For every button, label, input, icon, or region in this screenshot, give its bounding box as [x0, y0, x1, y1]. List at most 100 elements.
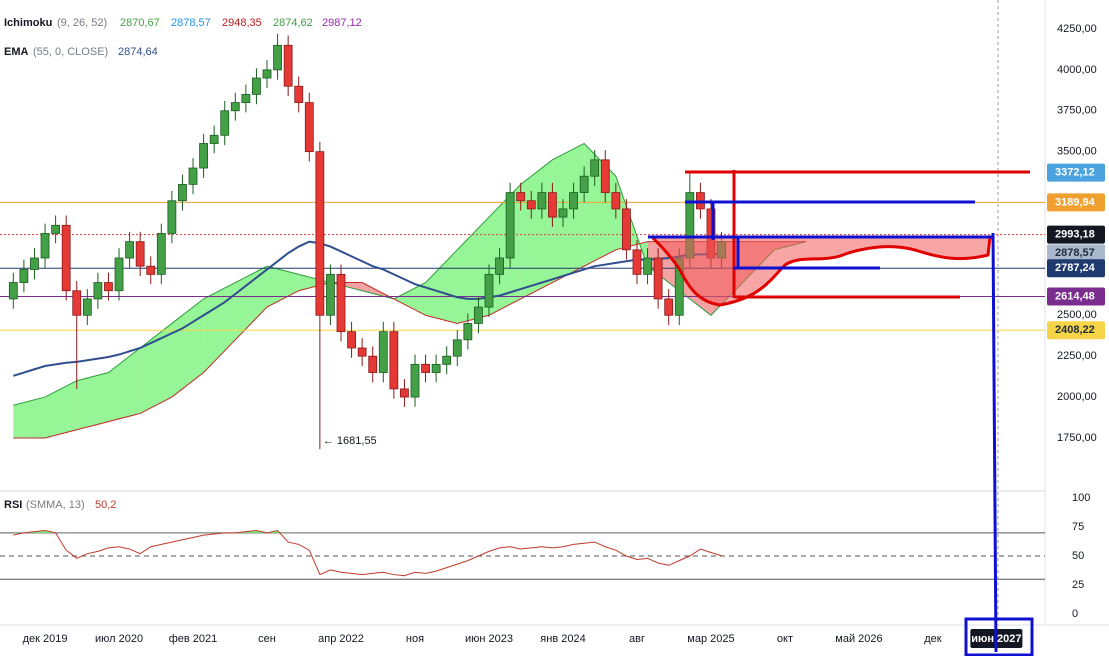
x-tick-label: авг — [629, 633, 645, 645]
y-tick-label: 4250,00 — [1057, 23, 1097, 35]
candle-body — [167, 200, 177, 234]
y-tick-label: 3750,00 — [1057, 105, 1097, 117]
blue-box — [964, 617, 1034, 656]
candle-body — [72, 290, 82, 316]
cloud-fill — [171, 298, 204, 398]
cloud-fill — [13, 397, 46, 438]
x-tick-label: окт — [777, 633, 793, 645]
candle-body — [30, 257, 39, 270]
candle-body — [643, 257, 652, 275]
candle-body — [315, 151, 325, 316]
candle-body — [558, 208, 568, 218]
candle-body — [347, 331, 356, 349]
rsi-line — [13, 529, 722, 577]
candle-body — [484, 273, 494, 308]
candle-body — [410, 363, 420, 398]
x-tick-label: сен — [258, 633, 276, 645]
legend-value: 2870,67 — [120, 17, 160, 29]
candle-body — [230, 102, 240, 112]
candle-body — [326, 273, 335, 316]
candle-body — [600, 159, 610, 193]
candle-body — [178, 183, 187, 202]
price-label-bg — [1047, 163, 1105, 182]
legend-params: (SMMA, 13) — [26, 499, 85, 511]
candle-body — [569, 192, 578, 210]
cloud-fill — [76, 372, 109, 430]
candle-body — [262, 69, 272, 79]
x-tick-label: июл 2020 — [95, 633, 143, 645]
cloud-fill — [393, 282, 426, 316]
candle-body — [505, 192, 515, 259]
rsi-tick-label: 75 — [1072, 521, 1084, 533]
candle-body — [114, 257, 124, 292]
rsi-tick-label: 50 — [1072, 550, 1084, 562]
x-tick-label: май 2026 — [835, 633, 882, 645]
candle-body — [220, 110, 230, 136]
price-label: 3189,94 — [1055, 196, 1096, 208]
candle-body — [273, 44, 282, 71]
candle-body — [188, 167, 198, 185]
candle-body — [241, 94, 251, 103]
cloud-fill — [203, 282, 236, 373]
candle-body — [548, 192, 557, 218]
candle-body — [368, 355, 378, 373]
candle-body — [209, 134, 219, 144]
y-tick-label: 2250,00 — [1057, 350, 1097, 362]
candle-body — [199, 143, 208, 169]
y-tick-label: 3500,00 — [1057, 146, 1097, 158]
legend-name: Ichimoku — [4, 17, 52, 29]
price-label-bg — [1047, 193, 1105, 212]
candle-body — [82, 298, 92, 316]
legend-value: 2874,62 — [273, 17, 313, 29]
candle-body — [632, 249, 642, 275]
legend-name: RSI — [4, 499, 22, 511]
cloud-fill — [140, 323, 172, 414]
x-tick-label: дек 2019 — [23, 633, 68, 645]
legend-value: 2987,12 — [322, 17, 362, 29]
candle-body — [452, 339, 462, 357]
legend-value: 50,2 — [95, 499, 116, 511]
rsi-tick-label: 25 — [1072, 579, 1084, 591]
y-tick-label: 2500,00 — [1057, 309, 1097, 321]
legend-params: (55, 0, CLOSE) — [33, 46, 108, 58]
candle-body — [8, 282, 18, 300]
candle-body — [357, 347, 367, 357]
price-label: 2408,22 — [1055, 324, 1095, 336]
x-tick-label: янв 2024 — [540, 633, 585, 645]
cloud-fill — [45, 380, 77, 438]
candle-body — [104, 282, 113, 292]
x-tick-label: фев 2021 — [169, 633, 218, 645]
cloud-line — [13, 142, 807, 406]
price-label: 2787,24 — [1055, 262, 1096, 274]
candle-body — [146, 265, 156, 275]
candle-body — [156, 233, 166, 275]
candle-body — [389, 331, 399, 390]
candle-body — [611, 192, 621, 210]
candle-body — [135, 241, 145, 267]
candle-body — [431, 363, 441, 373]
rsi-tick-label: 0 — [1072, 608, 1078, 620]
candle-body — [516, 192, 526, 202]
blue-line — [991, 232, 998, 653]
candle-body — [283, 44, 293, 87]
y-tick-label: 2000,00 — [1057, 391, 1097, 403]
candle-body — [336, 273, 346, 333]
ema-line — [13, 240, 722, 377]
legend-value: 2874,64 — [118, 46, 158, 58]
cloud-fill — [235, 266, 268, 340]
candle-body — [125, 241, 134, 259]
candle-body — [653, 257, 663, 300]
cloud-fill — [298, 274, 331, 291]
price-label-bg — [1047, 287, 1105, 306]
candle-body — [442, 355, 452, 365]
price-label: 2993,18 — [1055, 228, 1095, 240]
x-tick-label: ноя — [406, 633, 424, 645]
x-tick-label: мар 2025 — [687, 633, 734, 645]
candle-body — [378, 331, 388, 373]
candle-body — [463, 323, 473, 341]
legend: Ichimoku (9, 26, 52) 2870,67 2878,57 294… — [4, 17, 362, 511]
candle-body — [19, 269, 29, 283]
y-tick-label: 1750,00 — [1057, 432, 1097, 444]
candle-body — [664, 298, 674, 316]
